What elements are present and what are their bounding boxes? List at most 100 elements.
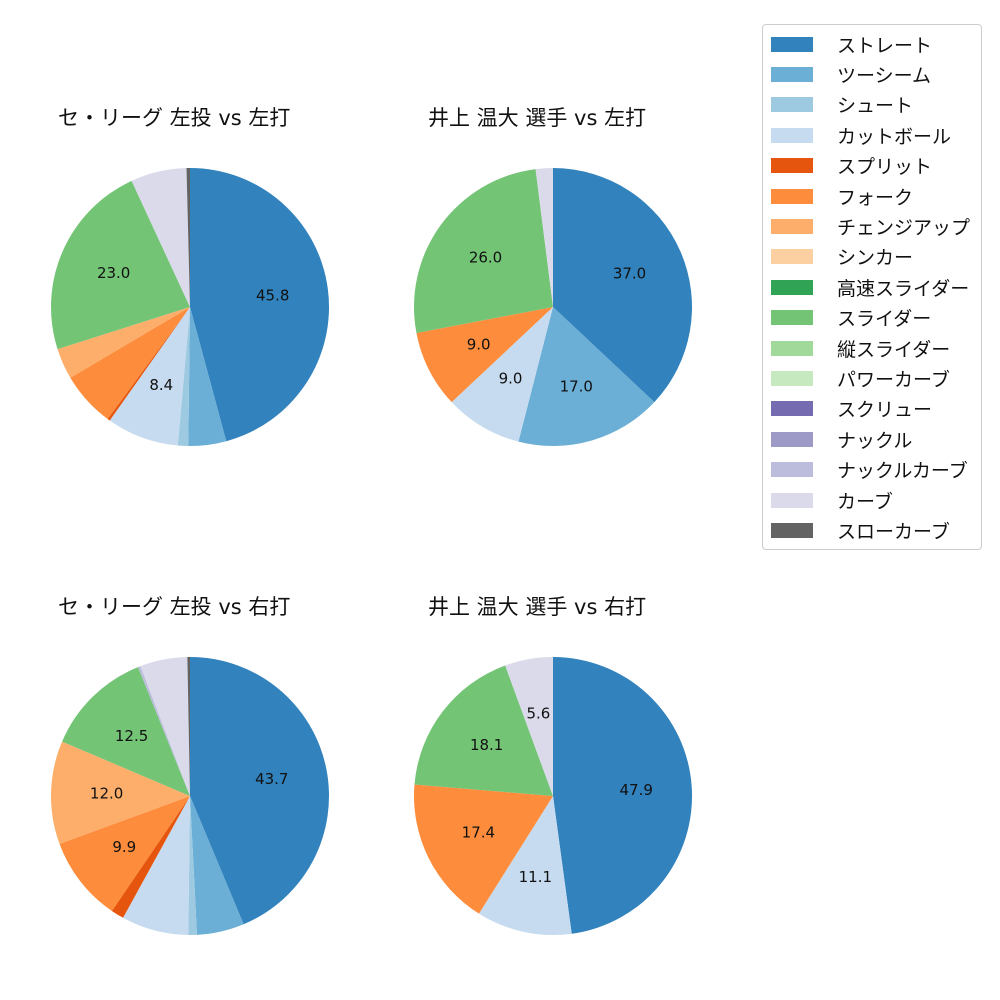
pie-slice — [177, 307, 190, 446]
legend-label: スローカーブ — [837, 520, 950, 543]
pie-slice — [123, 796, 190, 935]
legend-swatch — [771, 492, 813, 508]
legend-item: チェンジアップ — [771, 215, 971, 239]
slice-value-label: 8.4 — [149, 376, 173, 394]
pie-slice — [111, 796, 190, 918]
legend-swatch — [771, 340, 813, 356]
slice-value-label: 17.4 — [462, 824, 495, 842]
legend-label: スプリット — [837, 156, 933, 179]
slice-value-label: 9.0 — [499, 369, 523, 387]
legend-item: カーブ — [771, 489, 893, 513]
pie-slice — [190, 796, 244, 935]
legend-label: ナックルカーブ — [837, 460, 968, 483]
pie-slice — [188, 307, 227, 447]
legend-item: フォーク — [771, 185, 914, 209]
legend-label: 縦スライダー — [837, 338, 951, 361]
pie-chart: 47.9 11.1 17.4 18.1 5.6 — [413, 657, 693, 936]
pie-slice — [186, 167, 190, 307]
pie-slice — [190, 657, 330, 925]
legend-swatch — [771, 431, 813, 447]
legend-item: スライダー — [771, 307, 932, 331]
legend-label: スクリュー — [837, 399, 933, 422]
legend-label: スライダー — [837, 308, 932, 331]
legend-item: スローカーブ — [771, 519, 950, 543]
legend-label: 高速スライダー — [837, 277, 970, 300]
pie-slice — [131, 168, 190, 307]
pie-slice — [187, 656, 190, 796]
legend-item: ナックルカーブ — [771, 459, 968, 483]
pie-panel-league-vs-left: セ・リーグ 左投 vs 左打 45.8 8.4 23.0 — [50, 100, 370, 447]
slice-value-label: 9.9 — [112, 838, 136, 856]
slice-value-label: 47.9 — [620, 781, 653, 799]
legend-swatch — [771, 218, 813, 234]
slice-value-label: 43.7 — [255, 770, 288, 788]
slice-value-label: 17.0 — [560, 378, 593, 396]
pie-panel-player-vs-left: 井上 温大 選手 vs 左打 37.0 17.0 9.0 9.0 26.0 — [410, 100, 730, 446]
legend-swatch — [771, 249, 813, 265]
panel-title: 井上 温大 選手 vs 右打 — [428, 595, 647, 619]
pie-chart: 43.7 9.9 12.0 12.5 — [51, 656, 330, 935]
pie-slice — [59, 796, 190, 911]
slice-value-label: 45.8 — [256, 287, 289, 305]
legend-label: パワーカーブ — [837, 368, 950, 391]
legend-swatch — [771, 462, 813, 478]
panel-title: セ・リーグ 左投 vs 右打 — [58, 595, 291, 619]
legend-swatch — [771, 97, 813, 113]
pie-slice — [553, 657, 693, 934]
legend-label: シュート — [837, 95, 914, 118]
legend-item: カットボール — [771, 124, 952, 148]
pie-slice — [57, 307, 190, 378]
legend-swatch — [771, 310, 813, 326]
legend-swatch — [771, 158, 813, 174]
slice-value-label: 9.0 — [467, 335, 491, 353]
legend-swatch — [771, 401, 813, 417]
panel-title: 井上 温大 選手 vs 左打 — [428, 106, 647, 130]
legend-label: ナックル — [837, 429, 913, 452]
slice-value-label: 23.0 — [97, 264, 130, 282]
pie-slice — [109, 307, 190, 446]
pie-slice — [62, 667, 191, 796]
pie-slice — [107, 307, 190, 421]
slice-value-label: 5.6 — [526, 704, 550, 722]
legend-swatch — [771, 127, 813, 143]
pie-slice — [553, 168, 693, 403]
legend-item: ナックル — [771, 428, 913, 452]
slice-value-label: 12.0 — [90, 784, 123, 802]
pie-chart: 45.8 8.4 23.0 — [51, 167, 330, 447]
slice-value-label: 11.1 — [519, 868, 552, 886]
pie-slice — [140, 657, 190, 796]
slice-value-label: 18.1 — [470, 736, 503, 754]
pie-panel-player-vs-right: 井上 温大 選手 vs 右打 47.9 11.1 17.4 18.1 5.6 — [410, 589, 730, 936]
panel-title: セ・リーグ 左投 vs 左打 — [58, 106, 291, 130]
legend-swatch — [771, 279, 813, 295]
legend-item: ツーシーム — [771, 63, 932, 87]
pie-slice — [518, 307, 655, 446]
slice-value-label: 37.0 — [613, 264, 646, 282]
pie-slice — [51, 741, 191, 844]
pie-slice — [478, 796, 572, 936]
pie-chart: 37.0 17.0 9.0 9.0 26.0 — [413, 168, 693, 446]
pie-slice — [190, 168, 330, 442]
pie-slice — [451, 307, 553, 442]
slice-value-label: 26.0 — [469, 248, 502, 266]
legend-item: 高速スライダー — [771, 276, 970, 300]
pie-slice — [70, 307, 190, 419]
legend-swatch — [771, 522, 813, 538]
legend-swatch — [771, 36, 813, 52]
legend-item: スプリット — [771, 155, 933, 179]
pie-slice — [413, 784, 553, 914]
pie-panel-league-vs-right: セ・リーグ 左投 vs 右打 43.7 9.9 12.0 12.5 — [50, 589, 370, 935]
legend-label: カットボール — [837, 125, 952, 148]
legend-label: ストレート — [837, 34, 933, 57]
legend-label: ツーシーム — [837, 64, 932, 87]
pie-slice — [535, 168, 553, 307]
legend-item: 縦スライダー — [771, 337, 951, 361]
pie-slice — [505, 657, 553, 796]
legend-label: チェンジアップ — [837, 216, 971, 239]
legend-label: フォーク — [837, 186, 914, 209]
legend-swatch — [771, 66, 813, 82]
pie-slice — [188, 796, 197, 935]
legend-label: カーブ — [837, 490, 893, 513]
slice-value-label: 12.5 — [115, 727, 148, 745]
pie-slice — [416, 307, 553, 403]
